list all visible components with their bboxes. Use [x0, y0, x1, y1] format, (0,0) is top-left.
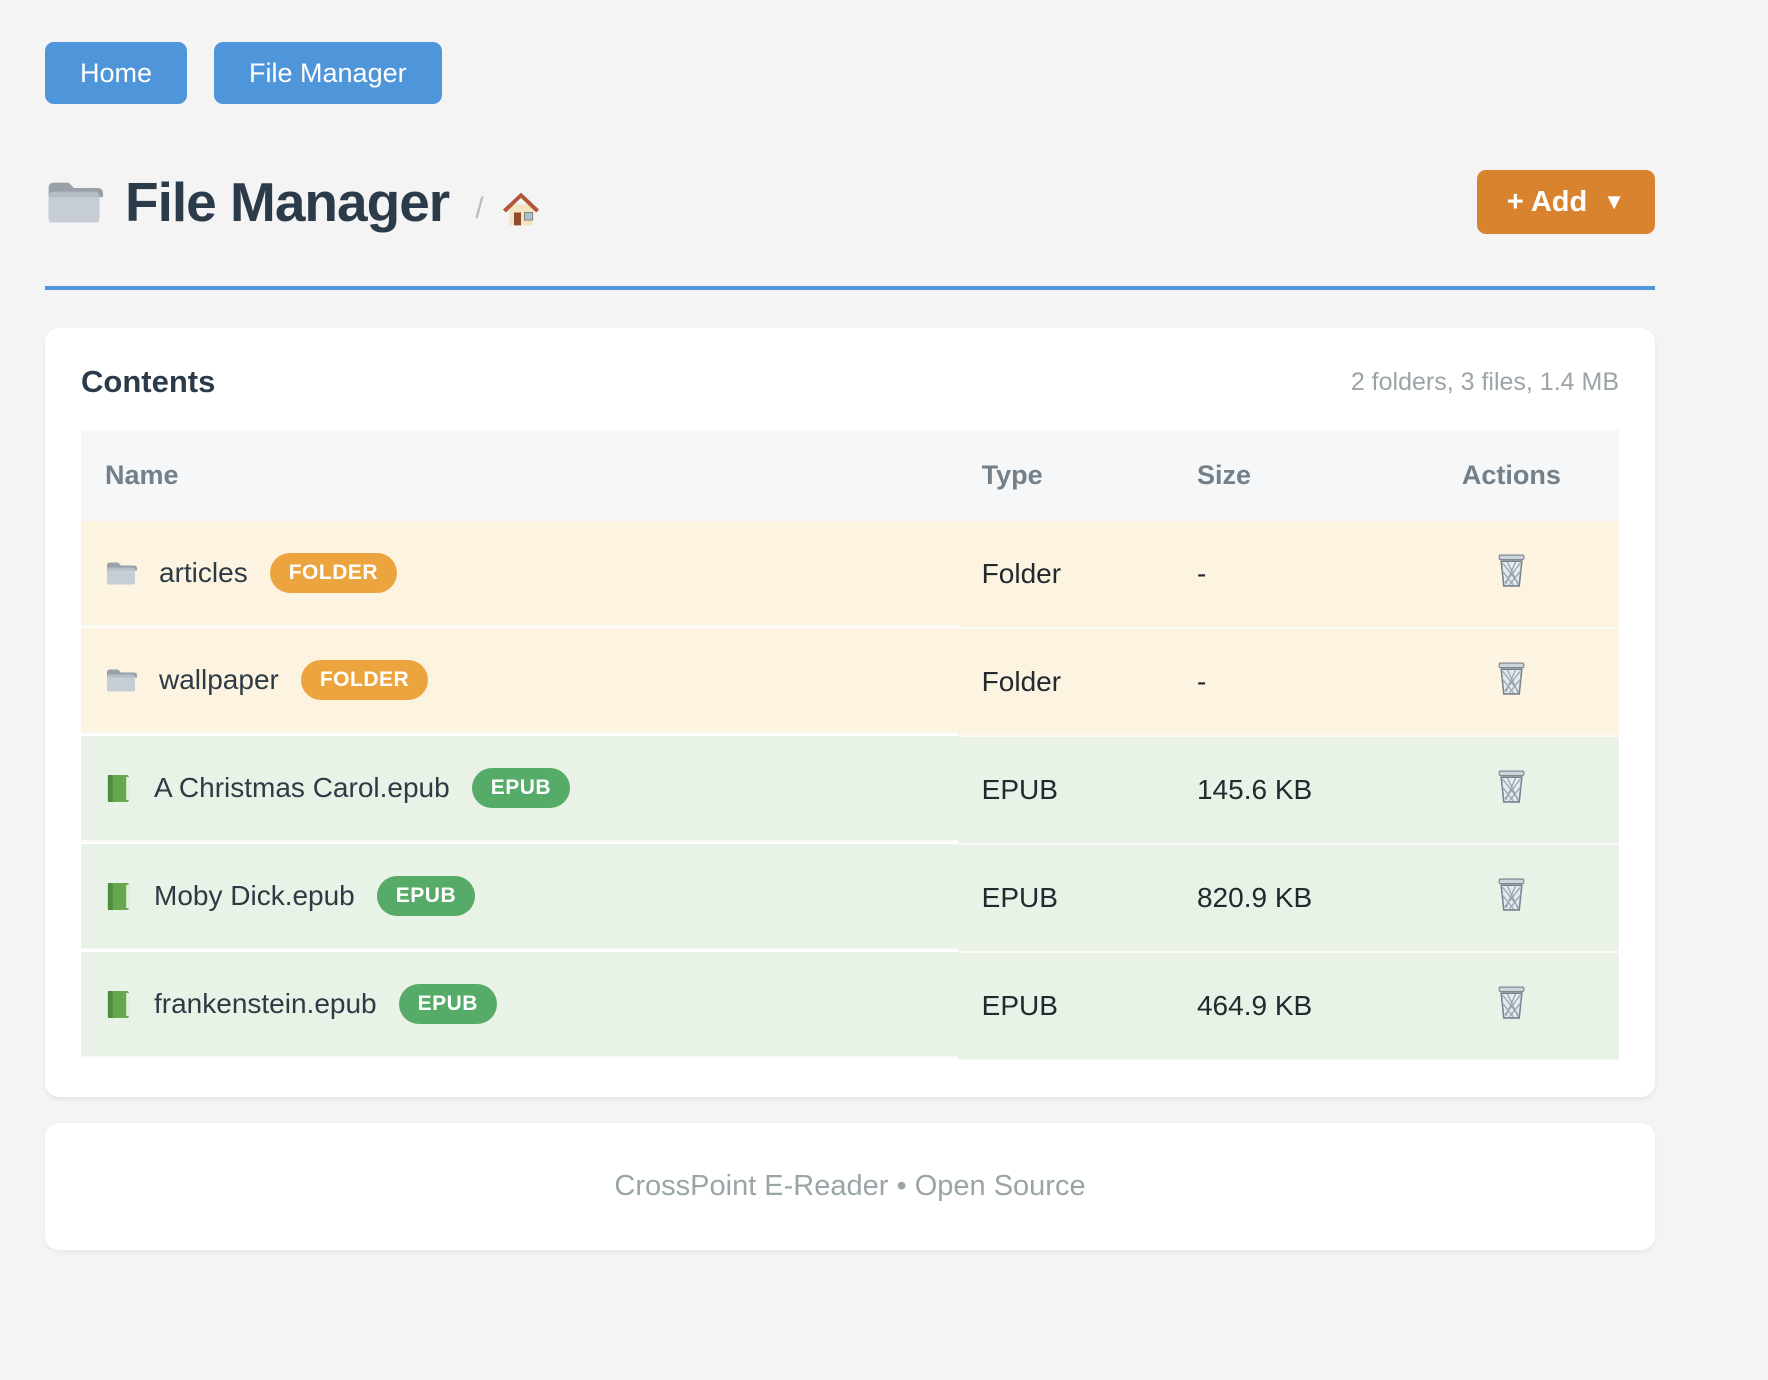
- name-cell[interactable]: wallpaper FOLDER: [81, 628, 958, 734]
- folder-title-icon: [45, 178, 103, 227]
- header-divider: [45, 286, 1655, 290]
- footer: CrossPoint E-Reader • Open Source: [45, 1123, 1655, 1250]
- delete-button[interactable]: [1496, 553, 1527, 591]
- breadcrumb-separator: /: [475, 192, 484, 225]
- table-row[interactable]: A Christmas Carol.epub EPUB EPUB 145.6 K…: [81, 736, 1619, 845]
- contents-card: Contents 2 folders, 3 files, 1.4 MB Name…: [45, 328, 1655, 1097]
- page-title: File Manager: [125, 171, 450, 233]
- epub-book-icon: [105, 989, 132, 1020]
- table-row[interactable]: frankenstein.epub EPUB EPUB 464.9 KB: [81, 952, 1619, 1061]
- trash-icon: [1496, 877, 1527, 912]
- table-row[interactable]: articles FOLDER Folder -: [81, 521, 1619, 629]
- type-badge: FOLDER: [300, 660, 429, 700]
- home-icon[interactable]: [500, 189, 542, 229]
- type-cell: EPUB: [957, 736, 1173, 845]
- epub-book-icon: [105, 773, 132, 804]
- column-header-actions: Actions: [1403, 430, 1619, 521]
- file-name[interactable]: A Christmas Carol.epub: [154, 772, 450, 803]
- type-badge: EPUB: [376, 876, 476, 916]
- size-cell: 820.9 KB: [1172, 844, 1404, 953]
- page-container: Home File Manager File Manager /: [45, 0, 1655, 1250]
- actions-cell: [1403, 736, 1619, 845]
- delete-button[interactable]: [1496, 985, 1527, 1023]
- type-badge: EPUB: [471, 768, 571, 808]
- size-cell: 464.9 KB: [1172, 952, 1404, 1061]
- trash-icon: [1496, 985, 1527, 1020]
- breadcrumb: /: [475, 175, 541, 229]
- size-cell: -: [1172, 628, 1404, 737]
- delete-button[interactable]: [1496, 661, 1527, 699]
- file-name[interactable]: frankenstein.epub: [154, 988, 377, 1019]
- file-name[interactable]: Moby Dick.epub: [154, 880, 355, 911]
- page-header: File Manager / + Add ▼: [45, 170, 1655, 234]
- nav-home-button[interactable]: Home: [45, 42, 188, 104]
- type-cell: EPUB: [957, 952, 1173, 1061]
- actions-cell: [1403, 952, 1619, 1061]
- column-header-size: Size: [1172, 430, 1404, 521]
- add-button-label: + Add: [1506, 185, 1588, 218]
- folder-icon: [105, 667, 137, 694]
- delete-button[interactable]: [1496, 769, 1527, 807]
- caret-down-icon: ▼: [1603, 189, 1625, 214]
- top-nav: Home File Manager: [45, 0, 1655, 104]
- type-cell: Folder: [957, 521, 1173, 629]
- actions-cell: [1403, 844, 1619, 953]
- name-cell[interactable]: Moby Dick.epub EPUB: [81, 844, 958, 950]
- trash-icon: [1496, 553, 1527, 588]
- table-header-row: Name Type Size Actions: [81, 430, 1619, 521]
- table-row[interactable]: wallpaper FOLDER Folder -: [81, 628, 1619, 737]
- table-row[interactable]: Moby Dick.epub EPUB EPUB 820.9 KB: [81, 844, 1619, 953]
- trash-icon: [1496, 661, 1527, 696]
- column-header-type: Type: [957, 430, 1173, 521]
- footer-text: CrossPoint E-Reader • Open Source: [614, 1170, 1086, 1202]
- name-cell[interactable]: A Christmas Carol.epub EPUB: [81, 736, 958, 842]
- folder-icon: [105, 560, 137, 587]
- file-name[interactable]: articles: [159, 557, 248, 588]
- add-button[interactable]: + Add ▼: [1476, 170, 1655, 234]
- contents-heading: Contents: [81, 364, 216, 399]
- size-cell: 145.6 KB: [1172, 736, 1404, 845]
- delete-button[interactable]: [1496, 877, 1527, 915]
- nav-file-manager-button[interactable]: File Manager: [214, 42, 442, 104]
- size-cell: -: [1172, 521, 1404, 629]
- table-body: articles FOLDER Folder - wallpaper FOLDE…: [81, 521, 1619, 1061]
- file-table: Name Type Size Actions articles FOLDER F…: [81, 430, 1619, 1061]
- name-cell[interactable]: articles FOLDER: [81, 521, 958, 627]
- trash-icon: [1496, 769, 1527, 804]
- actions-cell: [1403, 521, 1619, 629]
- name-cell[interactable]: frankenstein.epub EPUB: [81, 952, 958, 1058]
- type-cell: Folder: [957, 628, 1173, 737]
- column-header-name: Name: [81, 430, 958, 521]
- type-cell: EPUB: [957, 844, 1173, 953]
- type-badge: EPUB: [398, 984, 497, 1024]
- file-name[interactable]: wallpaper: [159, 664, 279, 695]
- type-badge: FOLDER: [269, 553, 398, 593]
- contents-summary: 2 folders, 3 files, 1.4 MB: [1350, 367, 1619, 396]
- actions-cell: [1403, 628, 1619, 737]
- epub-book-icon: [105, 881, 132, 912]
